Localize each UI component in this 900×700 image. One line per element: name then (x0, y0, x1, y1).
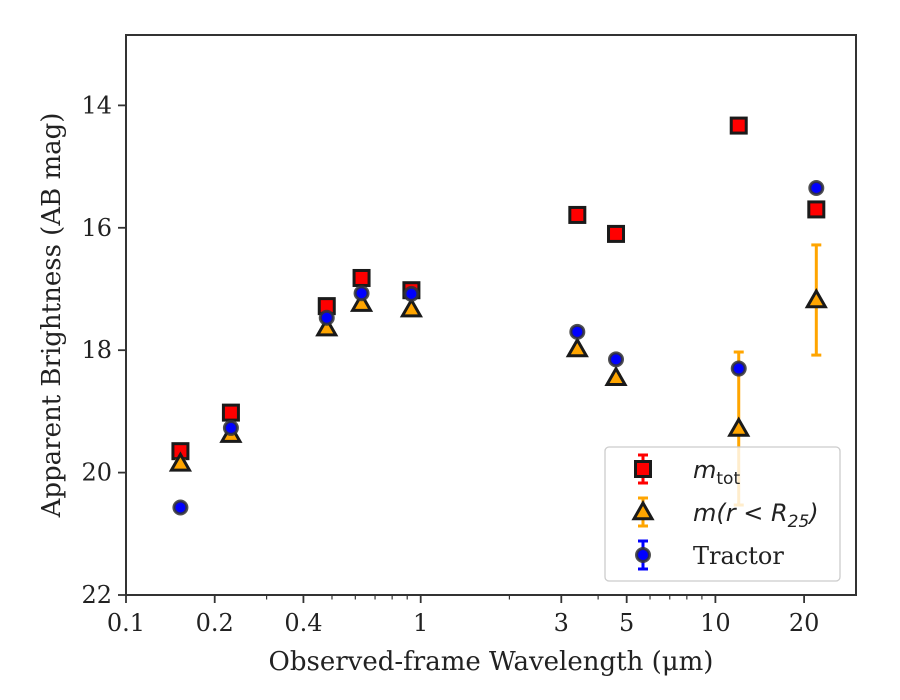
triangle-marker (399, 297, 423, 318)
x-axis-title: Observed-frame Wavelength (μm) (269, 647, 714, 677)
legend-entry: m(r < R25) (631, 496, 819, 532)
x-tick-label: 1 (413, 609, 428, 637)
circle-marker (608, 351, 625, 368)
y-tick-label: 18 (81, 336, 112, 364)
square-marker (568, 205, 587, 224)
legend-label: m(r < R25) (693, 499, 819, 532)
triangle-marker (727, 416, 751, 437)
square-marker (807, 200, 826, 219)
plot-frame (125, 34, 857, 596)
circle-marker (222, 419, 239, 436)
legend-box (604, 446, 841, 582)
legend-label: Tractor (693, 542, 784, 570)
legend-triangle-marker (631, 499, 655, 521)
triangle-marker (565, 336, 589, 358)
square-marker (352, 268, 371, 287)
legend-circle-marker (635, 547, 651, 563)
x-tick-label: 0.4 (284, 609, 322, 637)
x-tick-label: 20 (789, 609, 820, 637)
y-tick-label: 14 (81, 91, 112, 119)
circle-marker (569, 323, 586, 340)
x-tick-label: 10 (700, 609, 731, 637)
x-tick-label: 5 (619, 609, 634, 637)
circle-marker (172, 499, 189, 516)
x-tick-label: 3 (554, 609, 569, 637)
legend-label: mtot (693, 456, 740, 489)
square-marker (729, 116, 748, 135)
legend-entry: Tractor (635, 539, 784, 571)
circle-marker (730, 360, 747, 377)
circle-marker (318, 309, 335, 326)
axes: 0.1 0.2 0.4 1 3 5 10 20 14 16 18 20 22 (81, 34, 857, 637)
circle-marker (808, 180, 825, 197)
x-tick-label: 0.1 (107, 609, 145, 637)
triangle-marker (315, 316, 339, 337)
triangle-marker (168, 451, 193, 472)
plot-area (168, 116, 828, 516)
circle-marker (353, 285, 370, 302)
circle-marker (403, 285, 420, 302)
square-marker (607, 224, 626, 243)
legend-square-marker (634, 460, 652, 478)
triangle-marker (604, 365, 628, 386)
y-tick-label: 16 (81, 214, 112, 242)
legend: mtot m(r < R25) Tractor (604, 446, 841, 582)
legend-entry: mtot (634, 453, 740, 489)
y-tick-label: 22 (81, 581, 112, 609)
series-tractor (172, 180, 825, 516)
x-tick-label: 0.2 (196, 609, 234, 637)
y-tick-label: 20 (81, 459, 112, 487)
y-axis-title: Apparent Brightness (AB mag) (37, 113, 67, 519)
triangle-marker (804, 287, 828, 309)
triangle-marker (349, 291, 374, 312)
series-m-tot (171, 116, 826, 461)
square-marker (221, 403, 240, 422)
